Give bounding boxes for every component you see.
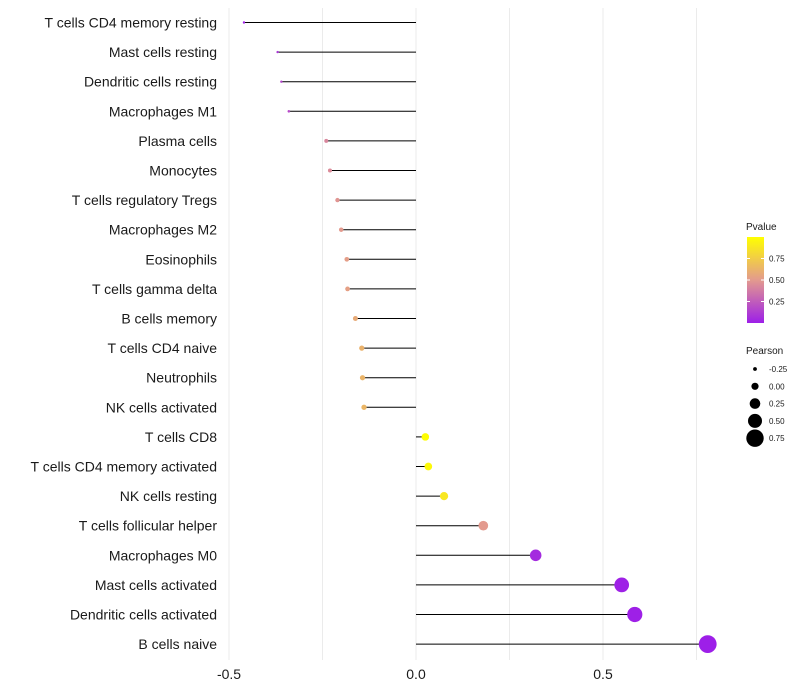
category-label: Mast cells activated (95, 577, 217, 593)
category-label: Monocytes (149, 163, 217, 179)
lollipop-point (359, 375, 366, 381)
category-label: T cells regulatory Tregs (72, 192, 217, 208)
colorbar-tick-label: 0.50 (769, 276, 785, 285)
category-label: Dendritic cells activated (70, 607, 217, 623)
x-tick-label: 0.0 (406, 666, 426, 682)
size-legend-label: 0.25 (769, 400, 785, 409)
colorbar-tick-label: 0.25 (769, 298, 785, 307)
x-axis-ticks: -0.5 0.0 0.5 (217, 666, 613, 682)
lollipop-point (614, 577, 630, 593)
category-label: B cells memory (121, 311, 217, 327)
category-label: Mast cells resting (109, 44, 217, 60)
lollipop-point (627, 606, 643, 623)
lollipop-point (529, 549, 542, 562)
category-label: T cells follicular helper (79, 518, 218, 534)
x-tick-label: 0.5 (593, 666, 613, 682)
lollipop-point (324, 138, 329, 143)
grid-lines (228, 8, 697, 660)
lollipop-point (359, 345, 365, 351)
category-label: B cells naive (138, 636, 217, 652)
category-label: Macrophages M2 (109, 222, 217, 238)
pearson-legend-title: Pearson (746, 346, 783, 357)
colorbar-tick-label: 0.75 (769, 255, 785, 264)
category-label: NK cells resting (120, 488, 217, 504)
category-label: Eosinophils (145, 251, 217, 267)
lollipop-point (421, 433, 430, 441)
size-legend-label: 0.50 (769, 417, 785, 426)
lollipop-point (242, 21, 246, 24)
lollipop-point (345, 286, 350, 292)
lollipop-point (478, 520, 489, 531)
size-legend-dot (749, 398, 761, 409)
category-labels: T cells CD4 memory resting Mast cells res… (31, 15, 218, 653)
lollipop-point (327, 168, 333, 173)
category-label: NK cells activated (106, 399, 217, 415)
category-label: Macrophages M1 (109, 103, 217, 119)
pvalue-colorbar (747, 237, 764, 323)
lollipop-point (338, 227, 344, 232)
lollipop-point (280, 80, 283, 83)
lollipop-point (424, 462, 433, 471)
lollipop-stems (243, 22, 708, 645)
pvalue-legend-title: Pvalue (746, 222, 777, 233)
size-legend-dot (753, 367, 757, 371)
category-label: T cells CD4 memory resting (45, 15, 217, 31)
category-label: T cells gamma delta (92, 281, 217, 297)
pvalue-legend: Pvalue 0.25 0.50 0.75 (746, 222, 785, 323)
category-label: T cells CD4 memory activated (31, 459, 217, 475)
category-label: Dendritic cells resting (84, 74, 217, 90)
category-label: Macrophages M0 (109, 547, 217, 563)
lollipop-point (439, 491, 449, 501)
category-label: T cells CD4 naive (108, 340, 218, 356)
lollipop-point (698, 635, 717, 654)
size-legend-label: 0.75 (769, 434, 785, 443)
category-label: T cells CD8 (145, 429, 217, 445)
size-legend-dot (751, 382, 759, 390)
x-tick-label: -0.5 (217, 666, 241, 682)
lollipop-point (352, 316, 358, 321)
size-legend-dot (746, 429, 764, 447)
lollipop-point (344, 256, 350, 262)
lollipop-point (335, 197, 340, 203)
lollipop-point (276, 50, 279, 54)
pearson-legend: Pearson -0.25 0.00 0.25 0.50 0.75 (746, 346, 788, 447)
size-legend-label: -0.25 (769, 365, 788, 374)
size-legend-label: 0.00 (769, 382, 785, 391)
lollipop-point (287, 110, 291, 113)
category-label: Neutrophils (146, 370, 217, 386)
category-label: Plasma cells (138, 133, 217, 149)
lollipop-points (242, 21, 717, 654)
size-legend-dot (748, 413, 762, 428)
lollipop-point (361, 404, 367, 410)
